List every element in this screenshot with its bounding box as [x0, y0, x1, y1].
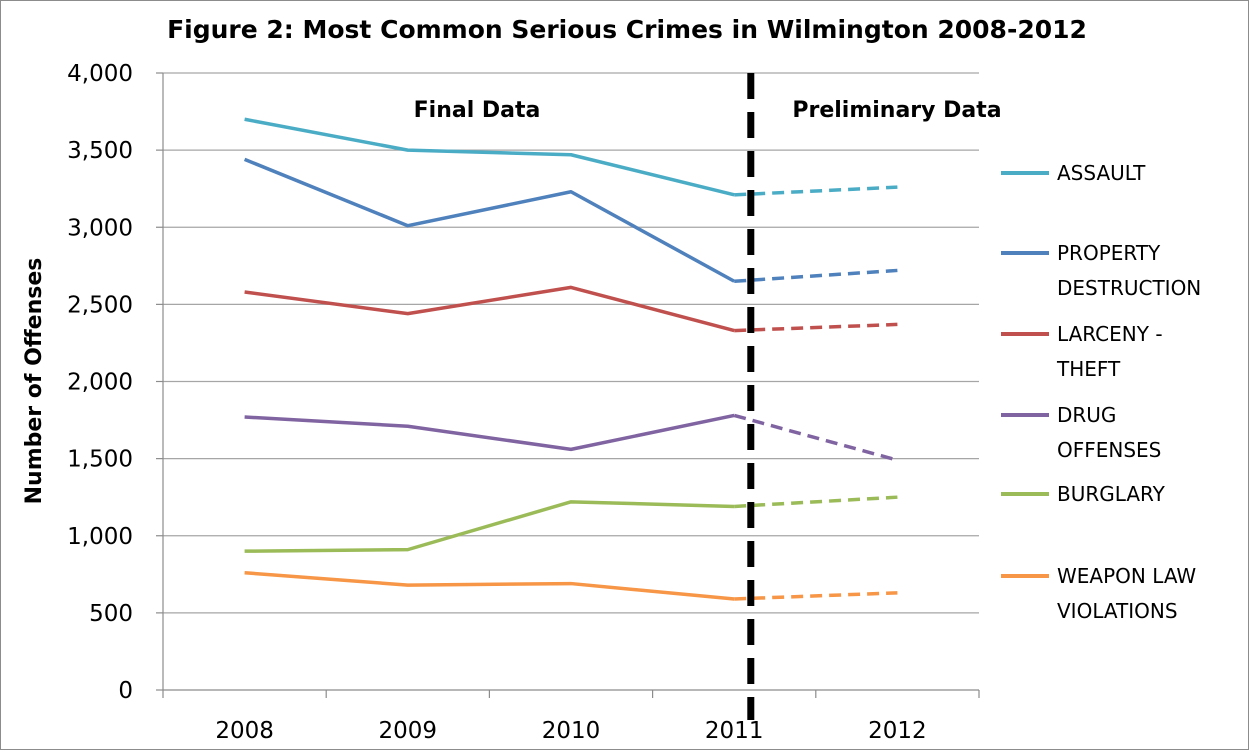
series-line-final [244, 571, 735, 601]
chart-title: Figure 2: Most Common Serious Crimes in … [167, 15, 1087, 44]
legend-item: BURGLARY [1001, 482, 1166, 506]
series-line-preliminary [734, 185, 898, 197]
legend-label: ASSAULT [1057, 161, 1146, 185]
legend-label: DRUG [1057, 403, 1116, 427]
series-assault [244, 117, 898, 197]
series-burglary [244, 495, 898, 553]
series-line-final [244, 500, 735, 553]
series-line-final [243, 157, 736, 283]
legend-item: DRUG OFFENSES [1001, 403, 1161, 462]
preliminary-data-label: Preliminary Data [792, 98, 1001, 123]
series-line-final [244, 285, 735, 333]
y-tick-label: 500 [89, 601, 133, 627]
x-tick-label: 2010 [542, 718, 601, 744]
series-line-preliminary [734, 495, 898, 509]
y-tick-label: 0 [118, 678, 133, 704]
series-line-final [244, 117, 735, 197]
legend-label: PROPERTY [1057, 241, 1161, 265]
series-larceny-theft [244, 285, 898, 333]
gridlines [163, 72, 979, 614]
legend-item: LARCENY - THEFT [1001, 322, 1163, 381]
y-tick-label: 2,000 [67, 370, 133, 396]
series-line-final [244, 413, 735, 452]
y-tick-label: 3,500 [67, 138, 133, 164]
y-tick-label: 4,000 [67, 61, 133, 87]
legend-label: VIOLATIONS [1057, 599, 1178, 623]
series-drug-offenses [244, 413, 898, 462]
axes: 0 500 1,000 1,500 2,000 2,500 3,000 3,500 4,000 2… [67, 61, 980, 744]
x-tick-label: 2012 [868, 718, 927, 744]
y-tick-label: 1,500 [67, 447, 133, 473]
y-tick-label: 3,000 [67, 215, 133, 241]
series-line-preliminary [734, 268, 898, 283]
x-tick-label: 2008 [215, 718, 274, 744]
y-axis-label: Number of Offenses [22, 258, 47, 505]
legend-label: WEAPON LAW [1057, 564, 1196, 588]
series-line-preliminary [734, 322, 898, 333]
series-lines [243, 117, 898, 601]
series-line-preliminary [734, 591, 898, 601]
legend: ASSAULT PROPERTY DESTRUCTION LARCENY - THEFT… [1001, 161, 1201, 623]
legend-label: DESTRUCTION [1057, 276, 1201, 300]
legend-item: ASSAULT [1001, 161, 1146, 185]
legend-label: LARCENY - [1057, 322, 1163, 346]
final-data-label: Final Data [414, 98, 541, 123]
series-property-destruction [243, 157, 898, 283]
y-tick-label: 2,500 [67, 292, 133, 318]
legend-label: THEFT [1056, 357, 1121, 381]
series-weapon-law-violations [244, 571, 898, 601]
legend-label: OFFENSES [1057, 438, 1161, 462]
series-line-preliminary [733, 413, 898, 462]
legend-item: PROPERTY DESTRUCTION [1001, 241, 1201, 300]
legend-label: BURGLARY [1057, 482, 1166, 506]
x-tick-label: 2009 [379, 718, 438, 744]
legend-item: WEAPON LAW VIOLATIONS [1001, 564, 1196, 623]
x-tick-label: 2011 [705, 718, 764, 744]
y-tick-label: 1,000 [67, 524, 133, 550]
